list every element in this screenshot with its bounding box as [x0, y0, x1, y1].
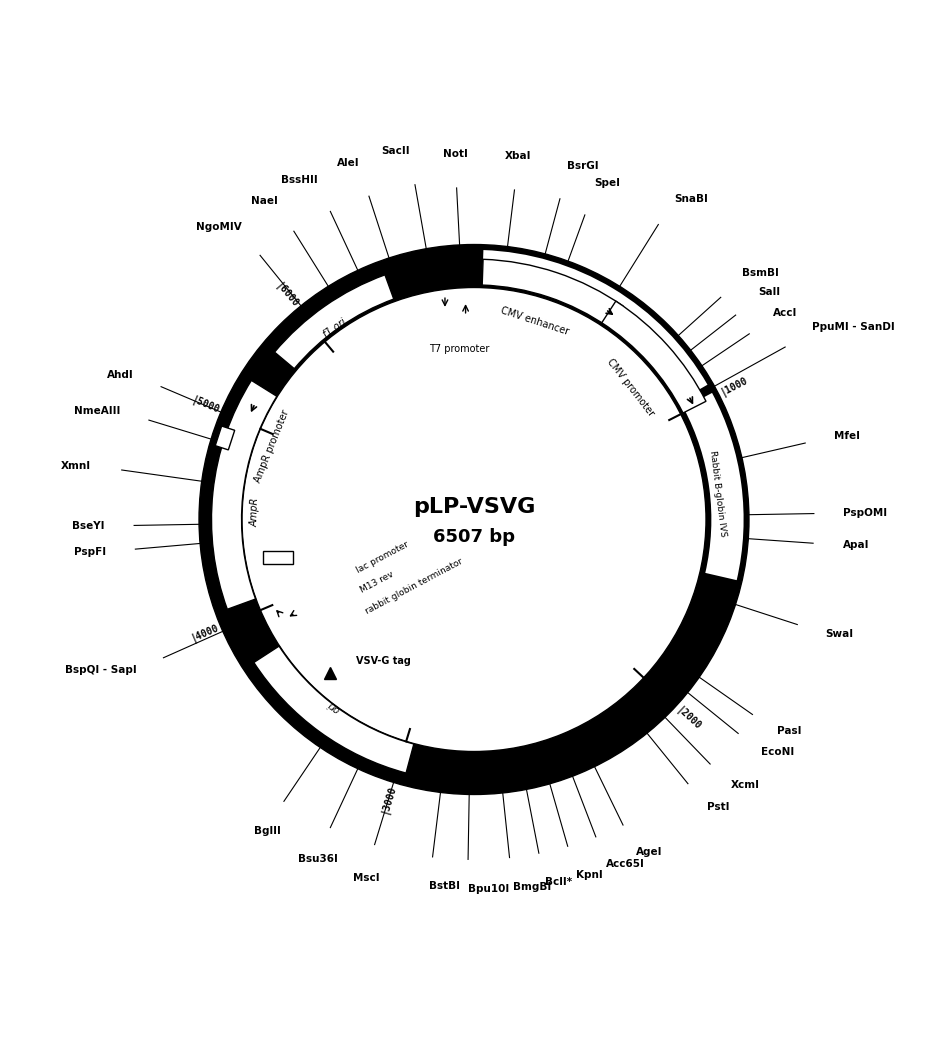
Wedge shape: [211, 380, 277, 609]
Text: MscI: MscI: [353, 873, 379, 883]
Text: SacII: SacII: [381, 145, 410, 156]
Text: 6507 bp: 6507 bp: [433, 528, 515, 545]
Wedge shape: [483, 250, 707, 401]
Text: T7 promoter: T7 promoter: [429, 344, 490, 354]
Text: BstBI: BstBI: [428, 881, 460, 891]
Wedge shape: [602, 301, 706, 412]
Text: BseYI: BseYI: [72, 521, 104, 531]
Text: NaeI: NaeI: [251, 196, 278, 206]
Text: EcoNI: EcoNI: [761, 747, 794, 757]
Wedge shape: [223, 410, 258, 470]
Text: |2000: |2000: [673, 704, 702, 732]
Text: |4000: |4000: [190, 622, 221, 644]
Text: PstI: PstI: [706, 802, 729, 811]
Wedge shape: [684, 393, 743, 580]
Wedge shape: [254, 646, 414, 773]
Wedge shape: [483, 260, 624, 327]
Text: AleI: AleI: [337, 158, 360, 168]
Wedge shape: [300, 601, 728, 791]
Text: BmgBI: BmgBI: [513, 882, 551, 891]
Text: AccI: AccI: [774, 308, 797, 318]
Text: f1 ori: f1 ori: [321, 317, 349, 340]
Text: AgeI: AgeI: [636, 847, 663, 856]
Text: VSV-G envelope gene: VSV-G envelope gene: [502, 736, 599, 774]
Text: Rabbit B-globin IVS: Rabbit B-globin IVS: [708, 450, 727, 537]
Text: SnaBI: SnaBI: [674, 194, 708, 204]
Text: Bpu10I: Bpu10I: [467, 884, 509, 894]
Text: NotI: NotI: [443, 149, 467, 159]
Text: CMV enhancer: CMV enhancer: [500, 304, 570, 337]
Text: ori: ori: [325, 698, 341, 714]
Text: XcmI: XcmI: [731, 780, 759, 791]
Text: BsrGI: BsrGI: [568, 161, 599, 170]
Text: |6000: |6000: [272, 281, 300, 311]
Text: Bsu36I: Bsu36I: [298, 854, 337, 864]
Text: |5000: |5000: [190, 395, 221, 417]
Text: BclI*: BclI*: [544, 877, 572, 887]
Text: XbaI: XbaI: [504, 152, 531, 161]
Text: |1000: |1000: [719, 375, 750, 398]
Text: AmpR: AmpR: [249, 497, 261, 527]
Wedge shape: [244, 644, 323, 727]
Text: rabbit globin terminator: rabbit globin terminator: [363, 557, 464, 616]
Text: AmpR promoter: AmpR promoter: [253, 408, 291, 484]
Bar: [215, 426, 235, 450]
Text: NgoMIV: NgoMIV: [195, 222, 242, 233]
Text: PspFI: PspFI: [74, 547, 106, 557]
Text: BssHII: BssHII: [282, 175, 318, 185]
Text: VSV-G tag: VSV-G tag: [356, 656, 411, 666]
Wedge shape: [275, 275, 393, 369]
Text: CMV promoter: CMV promoter: [605, 357, 656, 419]
Text: SalI: SalI: [758, 288, 780, 297]
Text: SpeI: SpeI: [594, 179, 621, 188]
Bar: [263, 551, 293, 564]
Text: BglII: BglII: [254, 826, 281, 835]
Text: ApaI: ApaI: [843, 540, 869, 551]
Text: BspQI - SapI: BspQI - SapI: [64, 665, 137, 674]
Text: pLP-VSVG: pLP-VSVG: [412, 497, 536, 516]
Text: PasI: PasI: [776, 726, 801, 737]
Text: XmnI: XmnI: [61, 460, 91, 471]
Text: PspOMI: PspOMI: [844, 508, 887, 518]
Wedge shape: [695, 572, 738, 612]
Text: AhdI: AhdI: [107, 370, 134, 380]
Text: M13 rev: M13 rev: [359, 569, 395, 594]
Text: PpuMI - SanDI: PpuMI - SanDI: [812, 322, 895, 332]
Text: lac promoter: lac promoter: [355, 539, 410, 575]
Text: MfeI: MfeI: [834, 431, 860, 442]
Text: KpnI: KpnI: [575, 870, 603, 880]
Text: SwaI: SwaI: [826, 629, 853, 639]
Wedge shape: [226, 615, 275, 664]
Text: BsmBI: BsmBI: [742, 268, 779, 278]
Text: NmeAIII: NmeAIII: [74, 406, 120, 417]
Text: Acc65I: Acc65I: [607, 859, 646, 870]
Text: |3000: |3000: [379, 783, 398, 815]
